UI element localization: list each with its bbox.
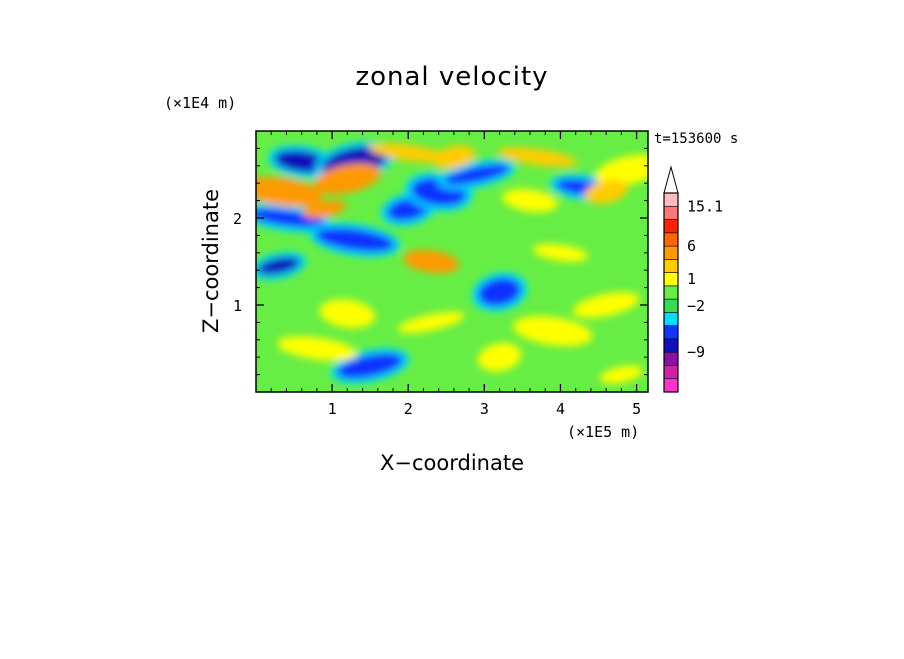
x-axis-title: X−coordinate <box>380 451 524 475</box>
colorbar-segment <box>663 351 679 366</box>
field-contour-blob <box>277 336 357 361</box>
colorbar: 15.1 6 1 −2 −9 <box>663 165 723 393</box>
colorbar-label: −2 <box>687 297 705 315</box>
colorbar-segment <box>663 365 679 380</box>
field-contour-blob <box>584 180 628 204</box>
colorbar-segment <box>663 245 679 260</box>
field-contour-blob <box>498 147 578 167</box>
y-unit-label: (×1E4 m) <box>164 94 236 112</box>
colorbar-segment <box>663 325 679 340</box>
y-ticks: 12 <box>233 147 648 376</box>
colorbar-segment <box>663 338 679 353</box>
colorbar-segment <box>663 232 679 247</box>
field-contour-blob <box>368 143 448 163</box>
x-tick-label: 2 <box>404 400 413 418</box>
field-contour-blob <box>336 353 404 379</box>
field-contour-blob <box>477 342 522 372</box>
field-contour-blob <box>315 227 395 252</box>
colorbar-segment <box>663 285 679 300</box>
field-contour-blob <box>572 292 640 318</box>
field-contour-blob <box>256 176 323 207</box>
colorbar-segment <box>663 312 679 326</box>
colorbar-segment <box>663 205 679 220</box>
field-contour-blob <box>432 145 476 169</box>
x-unit-label: (×1E5 m) <box>567 423 639 441</box>
field-contour-blob <box>273 149 330 174</box>
colorbar-label: −9 <box>687 343 705 361</box>
field-contour-blob <box>532 243 589 262</box>
field-contour-blob <box>513 316 593 347</box>
colorbar-frame <box>663 192 679 393</box>
field-features <box>256 141 648 384</box>
field-contour-blob <box>502 189 558 213</box>
colorbar-label: 6 <box>687 237 696 255</box>
field-contour-blob <box>397 311 465 333</box>
colorbar-segment <box>663 259 679 273</box>
y-tick-label: 2 <box>233 210 242 228</box>
field-contour-blob <box>302 200 347 219</box>
chart-title: zonal velocity <box>355 62 548 92</box>
field-contour-blob <box>319 299 376 329</box>
field-contour-blob <box>313 163 381 195</box>
colorbar-segment <box>663 192 679 207</box>
field-contour-blob <box>443 163 511 186</box>
colorbar-segment <box>663 298 679 313</box>
field-contour-blob <box>403 249 459 274</box>
x-tick-label: 5 <box>632 400 641 418</box>
plot-frame <box>255 130 649 393</box>
field-contour-blob <box>477 277 522 307</box>
x-tick-label: 1 <box>328 400 337 418</box>
x-ticks: 1 2 3 4 5 <box>270 131 641 418</box>
y-tick-label: 1 <box>233 297 242 315</box>
field-contour-blob <box>256 208 327 228</box>
field-contour-blob <box>595 154 648 186</box>
x-tick-label: 4 <box>556 400 565 418</box>
colorbar-label: 1 <box>687 270 696 288</box>
colorbar-segment <box>663 378 679 393</box>
contour-field <box>256 131 648 392</box>
colorbar-label: 15.1 <box>687 197 723 215</box>
y-axis-title: Z−coordinate <box>199 189 223 333</box>
time-label: t=153600 s <box>654 131 738 147</box>
x-tick-label: 3 <box>480 400 489 418</box>
colorbar-segment <box>663 272 679 287</box>
field-contour-blob <box>257 256 301 275</box>
colorbar-segment <box>663 219 679 234</box>
field-contour-blob <box>599 365 643 384</box>
colorbar-extend-arrow <box>663 165 679 194</box>
